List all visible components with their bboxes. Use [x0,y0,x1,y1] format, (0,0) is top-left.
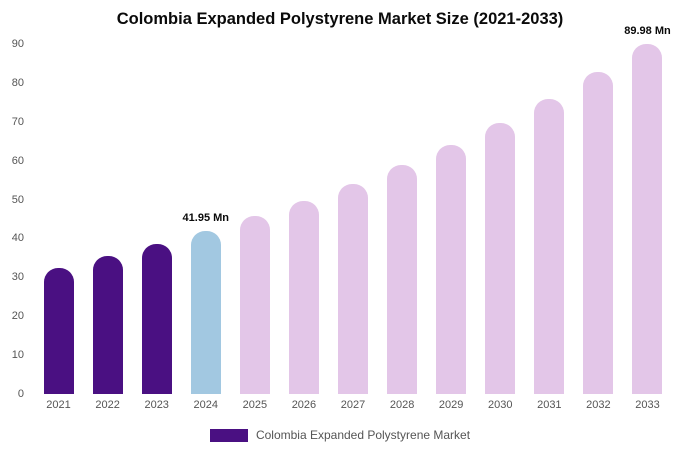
bar-2026 [288,200,319,394]
bar-column-2030: 2030 [476,44,525,411]
bar-column-2033: 89.98 Mn 2033 [623,25,672,411]
bar-2029 [436,144,467,394]
x-tick-label-2030: 2030 [488,399,513,411]
bar-column-2032: 2032 [574,44,623,411]
y-tick-label-10: 10 [11,349,24,362]
legend-swatch-icon [209,428,248,442]
bar-2032 [583,72,614,394]
x-tick-label-2023: 2023 [144,399,169,411]
y-tick-label-60: 60 [11,154,24,167]
legend-label: Colombia Expanded Polystyrene Market [255,428,471,442]
x-tick-label-2032: 2032 [586,399,611,411]
y-tick-label-20: 20 [11,310,24,323]
x-tick-label-2028: 2028 [389,399,415,411]
bar-column-2026: 2026 [279,44,328,411]
x-tick-label-2026: 2026 [291,399,317,411]
bar-column-2031: 2031 [525,44,574,411]
legend: Colombia Expanded Polystyrene Market [0,428,680,442]
bar-2027 [338,183,368,394]
x-tick-label-2021: 2021 [46,399,71,411]
chart-title: Colombia Expanded Polystyrene Market Siz… [116,10,564,28]
x-tick-label-2031: 2031 [537,399,562,411]
bar-2028 [387,164,418,394]
bar-column-2023: 2023 [132,44,181,411]
value-label-2024: 41.95 Mn [182,211,229,224]
x-tick-label-2022: 2022 [95,399,120,411]
bar-2022 [92,256,123,394]
bar-2025 [239,216,270,394]
bar-column-2022: 2022 [83,44,132,411]
x-tick-label-2024: 2024 [193,399,219,411]
bar-2024 [190,230,221,394]
bar-2030 [485,122,516,394]
bar-column-2025: 2025 [230,44,279,411]
x-tick-label-2025: 2025 [242,399,268,411]
bar-column-2024: 41.95 Mn 2024 [181,44,230,411]
bar-2021 [43,267,74,394]
bar-2023 [141,244,172,394]
y-tick-label-50: 50 [11,193,24,206]
x-tick-label-2029: 2029 [438,399,464,411]
bar-column-2029: 2029 [427,44,476,411]
bar-2033 [632,44,663,394]
bar-column-2028: 2028 [378,44,427,411]
plot-area: 2021 2022 2023 41.95 Mn 2024 2025 2026 2027 2028… [34,25,672,411]
x-tick-label-2027: 2027 [340,399,366,411]
y-tick-label-80: 80 [11,76,24,89]
y-tick-label-30: 30 [11,271,24,284]
bar-column-2027: 2027 [328,44,377,411]
value-label-2033: 89.98 Mn [624,25,671,38]
y-tick-label-0: 0 [17,388,24,400]
bar-column-2021: 2021 [34,44,83,411]
y-tick-label-70: 70 [11,115,24,128]
x-tick-label-2033: 2033 [635,399,660,411]
y-axis: 0 10 20 30 40 50 60 70 80 90 [0,38,26,400]
y-tick-label-40: 40 [11,232,24,245]
bar-2031 [534,98,565,394]
y-tick-label-90: 90 [11,38,24,50]
